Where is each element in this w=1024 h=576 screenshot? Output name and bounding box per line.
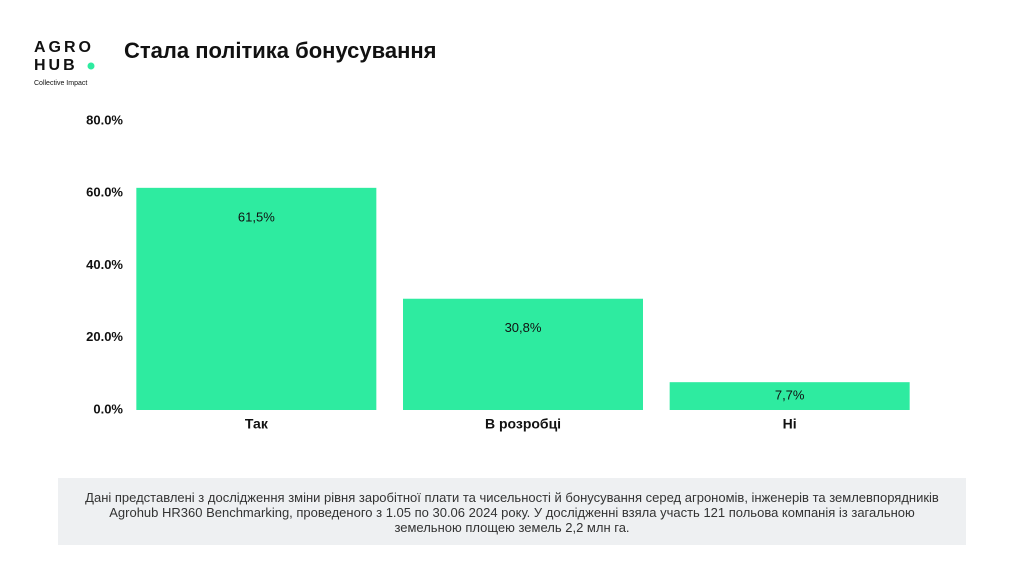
logo-dot xyxy=(87,62,95,70)
logo-tagline: Collective Impact xyxy=(34,80,87,87)
footnote: Дані представлені з дослідження зміни рі… xyxy=(58,478,966,545)
y-tick-label: 40.0% xyxy=(86,257,123,272)
y-tick-label: 0.0% xyxy=(93,401,123,416)
data-label: 7,7% xyxy=(775,388,805,403)
chart-title: Стала політика бонусування xyxy=(124,38,437,63)
x-tick-label: В розробці xyxy=(485,416,561,432)
logo-line2: HUB xyxy=(34,57,78,74)
y-tick-label: 80.0% xyxy=(86,112,123,127)
bar xyxy=(403,298,643,410)
data-label: 61,5% xyxy=(238,209,275,224)
data-label: 30,8% xyxy=(505,320,542,335)
x-tick-label: Так xyxy=(245,416,269,432)
logo-line1: AGRO xyxy=(34,39,94,56)
bar xyxy=(669,382,910,410)
x-tick-label: Ні xyxy=(783,416,797,432)
y-tick-label: 60.0% xyxy=(86,185,123,200)
y-tick-label: 20.0% xyxy=(86,329,123,344)
bar xyxy=(136,187,377,410)
